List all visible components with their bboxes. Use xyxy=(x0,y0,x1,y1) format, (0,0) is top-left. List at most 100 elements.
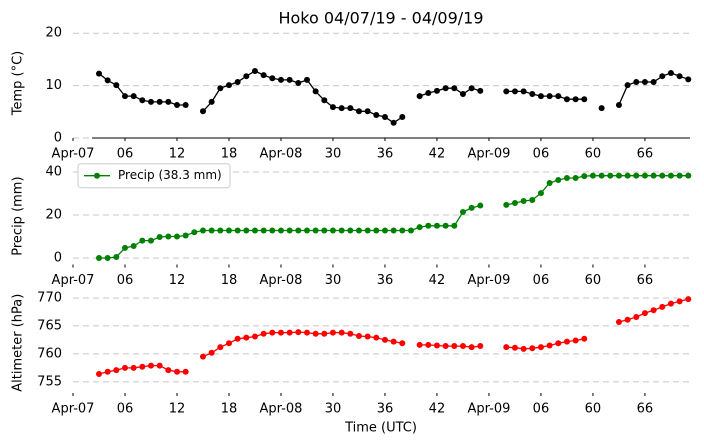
data-point xyxy=(173,233,180,240)
x-tick-label: 66 xyxy=(637,273,654,288)
data-point xyxy=(650,307,657,314)
data-point xyxy=(537,190,544,197)
data-point xyxy=(199,227,206,234)
data-point xyxy=(355,108,362,115)
data-point xyxy=(607,172,614,179)
data-point xyxy=(581,173,588,180)
data-point xyxy=(234,227,241,234)
data-point xyxy=(182,368,189,375)
data-point xyxy=(503,201,510,208)
data-point xyxy=(95,255,102,262)
data-point xyxy=(685,172,692,179)
data-point xyxy=(130,93,137,100)
data-point xyxy=(130,364,137,371)
y-tick-label: 20 xyxy=(45,208,62,223)
legend-box xyxy=(77,163,231,189)
chart-title: Hoko 04/07/19 - 04/09/19 xyxy=(278,9,483,28)
data-point xyxy=(537,93,544,100)
x-tick-label: 06 xyxy=(533,273,550,288)
y-tick-label: 0 xyxy=(54,131,62,146)
data-point xyxy=(277,76,284,83)
data-point xyxy=(633,313,640,320)
data-point xyxy=(433,222,440,229)
data-point xyxy=(165,98,172,105)
data-point xyxy=(615,172,622,179)
y-tick-label: 770 xyxy=(37,290,62,305)
x-tick-label: 42 xyxy=(429,402,446,417)
data-point xyxy=(199,353,206,360)
y-axis-label: Altimeter (hPa) xyxy=(11,294,26,392)
data-point xyxy=(147,362,154,369)
data-point xyxy=(156,98,163,105)
data-point xyxy=(572,175,579,182)
data-point xyxy=(347,330,354,337)
data-point xyxy=(442,222,449,229)
data-point xyxy=(520,345,527,352)
data-point xyxy=(511,88,518,95)
x-tick-label: 12 xyxy=(169,273,186,288)
data-point xyxy=(217,344,224,351)
data-point xyxy=(364,108,371,115)
x-tick-label: 42 xyxy=(429,273,446,288)
data-point xyxy=(477,202,484,209)
data-point xyxy=(563,96,570,103)
data-point xyxy=(659,73,666,80)
y-tick-label: 40 xyxy=(45,165,62,180)
data-point xyxy=(113,253,120,260)
x-tick-label: Apr-09 xyxy=(468,147,511,162)
data-point xyxy=(685,76,692,83)
data-point xyxy=(295,227,302,234)
x-tick-label: Apr-08 xyxy=(260,273,303,288)
data-point xyxy=(676,172,683,179)
data-point xyxy=(104,368,111,375)
data-point xyxy=(329,104,336,111)
data-point xyxy=(338,105,345,112)
data-point xyxy=(399,227,406,234)
y-tick-label: 760 xyxy=(37,346,62,361)
data-point xyxy=(650,78,657,85)
data-point xyxy=(399,114,406,121)
data-point xyxy=(468,344,475,351)
data-point xyxy=(555,176,562,183)
x-tick-label: 42 xyxy=(429,147,446,162)
data-point xyxy=(312,227,319,234)
data-point xyxy=(381,114,388,121)
data-point xyxy=(139,363,146,370)
data-point xyxy=(529,91,536,97)
data-point xyxy=(113,82,120,89)
data-point xyxy=(286,227,293,234)
data-point xyxy=(338,227,345,234)
data-point xyxy=(407,227,414,234)
data-point xyxy=(130,243,137,250)
data-point xyxy=(364,227,371,234)
data-point xyxy=(269,75,276,82)
data-point xyxy=(208,349,215,356)
data-point xyxy=(373,227,380,234)
data-point xyxy=(251,227,258,234)
data-point xyxy=(433,87,440,94)
x-tick-label: 12 xyxy=(169,147,186,162)
x-tick-label: 06 xyxy=(533,402,550,417)
data-point xyxy=(451,85,458,92)
data-point xyxy=(650,172,657,179)
data-point xyxy=(373,334,380,341)
data-point xyxy=(347,105,354,112)
data-point xyxy=(390,119,397,126)
data-point xyxy=(451,343,458,350)
data-point xyxy=(615,102,622,108)
data-point xyxy=(303,76,310,83)
data-point xyxy=(260,227,267,234)
data-point xyxy=(312,330,319,337)
data-point xyxy=(511,199,518,206)
data-point xyxy=(329,329,336,336)
data-point xyxy=(390,338,397,345)
data-point xyxy=(459,209,466,216)
data-point xyxy=(529,196,536,203)
legend-label: Precip (38.3 mm) xyxy=(118,168,222,182)
x-tick-label: Apr-07 xyxy=(52,273,95,288)
x-tick-label: Apr-08 xyxy=(260,147,303,162)
x-tick-label: 18 xyxy=(221,147,238,162)
data-line xyxy=(98,298,689,375)
data-point xyxy=(295,80,302,86)
